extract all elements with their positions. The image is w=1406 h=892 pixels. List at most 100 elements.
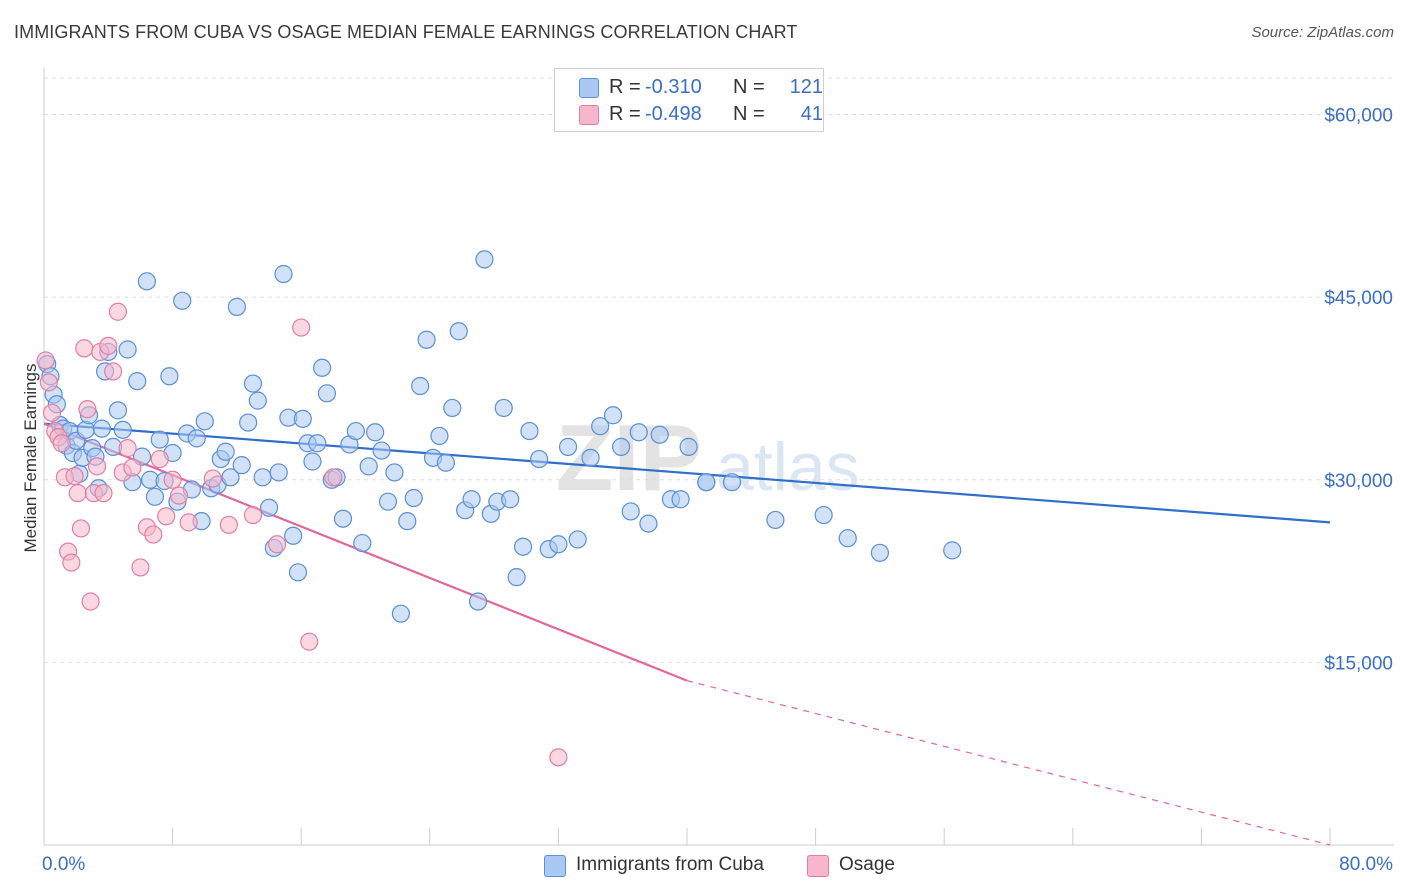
y-tick-label: $30,000 <box>1324 471 1393 492</box>
cuba-point <box>187 429 206 448</box>
n-label: N = <box>733 76 765 98</box>
source-credit: Source: ZipAtlas.com <box>1251 24 1394 41</box>
cuba-point <box>494 398 513 418</box>
r-value-cuba: -0.310 <box>645 76 702 98</box>
cuba-point <box>259 498 279 517</box>
cuba-point <box>417 330 436 349</box>
osage-point <box>549 748 568 767</box>
osage-point <box>71 519 91 538</box>
osage-point <box>42 403 62 422</box>
osage-point <box>169 486 189 505</box>
cuba-point <box>128 372 147 391</box>
cuba-point <box>520 421 539 441</box>
cuba-point <box>568 530 587 549</box>
cuba-trend-line <box>43 422 1331 524</box>
cuba-point <box>671 490 690 509</box>
cuba-point <box>430 426 449 446</box>
osage-point <box>99 336 118 355</box>
cuba-point <box>303 452 322 471</box>
n-label: N = <box>733 103 765 125</box>
r-label: R = <box>609 76 641 98</box>
cuba-point <box>248 391 267 410</box>
x-tick-label: 0.0% <box>42 854 85 875</box>
cuba-point <box>239 413 258 432</box>
osage-point <box>81 592 100 611</box>
cuba-point <box>221 468 240 487</box>
cuba-point <box>195 412 214 431</box>
osage-point <box>39 373 58 392</box>
osage-legend-swatch <box>807 855 829 877</box>
n-value-cuba: 121 <box>789 76 823 98</box>
cuba-point <box>372 441 391 460</box>
cuba-point <box>697 473 716 492</box>
cuba-point <box>462 490 481 509</box>
cuba-point <box>317 384 337 403</box>
osage-point <box>144 525 163 544</box>
cuba-point <box>359 457 378 476</box>
osage-point <box>65 467 84 486</box>
osage-point <box>104 362 123 381</box>
cuba-point <box>507 568 526 587</box>
cuba-point <box>558 437 578 456</box>
cuba-point <box>621 502 640 521</box>
osage-point <box>36 351 55 370</box>
osage-point <box>267 535 287 554</box>
cuba-legend-swatch <box>544 855 566 877</box>
y-tick-label: $15,000 <box>1324 653 1393 674</box>
cuba-point <box>113 420 132 439</box>
cuba-point <box>118 340 137 359</box>
cuba-point <box>549 535 568 554</box>
osage-point <box>94 484 113 503</box>
cuba-point <box>603 406 623 425</box>
osage-point <box>78 400 97 419</box>
cuba-point <box>308 434 327 453</box>
cuba-point <box>943 541 962 560</box>
x-tick-label: 80.0% <box>1339 854 1393 875</box>
stats-legend: R = -0.310 N = 121 R = -0.498 N = 41 <box>554 68 824 132</box>
cuba-point <box>173 291 192 310</box>
legend-label-cuba: Immigrants from Cuba <box>576 854 764 875</box>
cuba-point <box>378 492 398 511</box>
chart-title: IMMIGRANTS FROM CUBA VS OSAGE MEDIAN FEM… <box>14 22 798 42</box>
osage-point <box>243 505 263 525</box>
y-axis-label: Median Female Earnings <box>21 364 40 553</box>
cuba-point <box>216 442 235 461</box>
cuba-point <box>501 490 520 509</box>
cuba-point <box>530 449 549 469</box>
osage-point <box>108 302 128 321</box>
cuba-point <box>870 543 890 562</box>
watermark-atlas: atlas <box>716 429 860 505</box>
cuba-point <box>411 376 430 396</box>
cuba-point <box>333 509 353 528</box>
osage-point <box>123 458 142 477</box>
cuba-point <box>629 423 648 442</box>
cuba-point <box>650 425 669 444</box>
osage-point <box>68 484 87 503</box>
osage-point <box>62 553 81 572</box>
cuba-point <box>398 512 417 531</box>
n-value-osage: 41 <box>800 103 823 125</box>
r-label: R = <box>609 103 641 125</box>
cuba-point <box>274 264 293 284</box>
osage-point <box>150 449 169 469</box>
cuba-point <box>838 529 857 548</box>
osage-point <box>75 339 94 358</box>
series-legend: Immigrants from Cuba Osage <box>0 850 1406 880</box>
cuba-point <box>766 510 785 530</box>
cuba-point <box>346 421 365 441</box>
cuba-point <box>404 488 423 508</box>
cuba-point <box>611 437 631 456</box>
osage-swatch <box>579 105 599 125</box>
cuba-point <box>366 423 385 442</box>
cuba-point <box>385 463 404 482</box>
cuba-point <box>581 448 600 467</box>
cuba-point <box>150 430 169 449</box>
osage-point <box>157 507 176 526</box>
cuba-point <box>137 272 156 291</box>
cuba-point <box>449 322 468 341</box>
cuba-point <box>232 456 251 475</box>
cuba-point <box>639 514 658 533</box>
cuba-point <box>475 250 494 269</box>
y-tick-label: $45,000 <box>1324 288 1393 309</box>
